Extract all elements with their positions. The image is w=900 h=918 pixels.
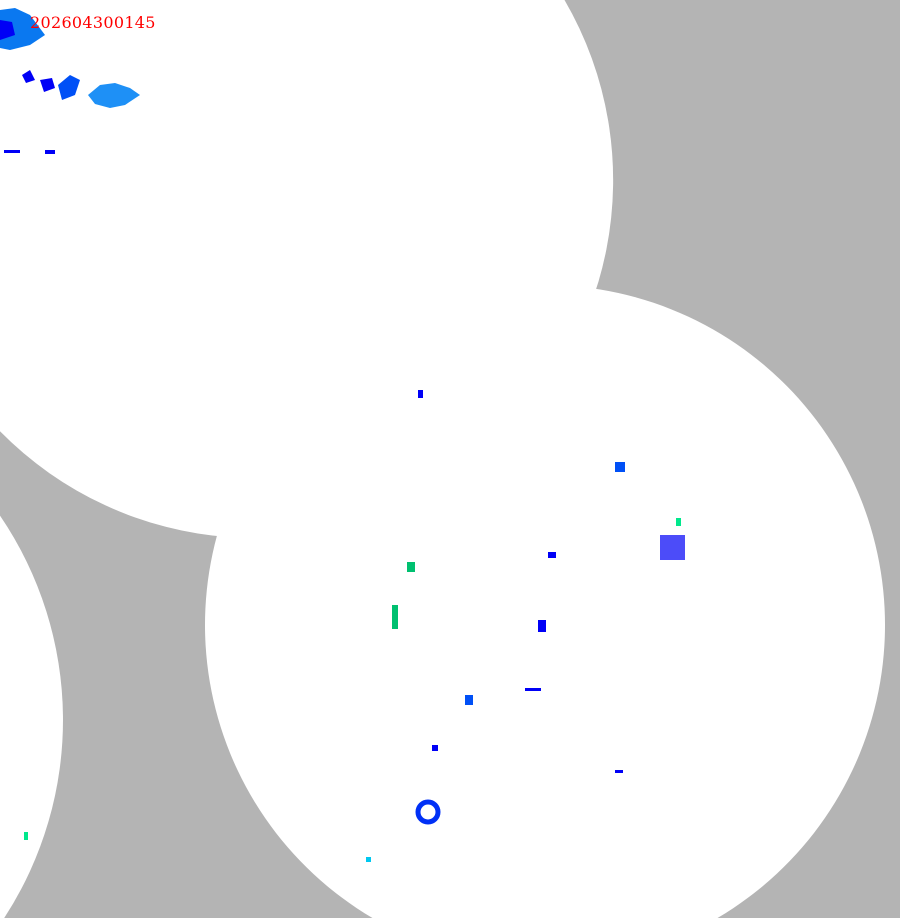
echo-cell	[366, 857, 371, 862]
echo-cluster-north	[40, 78, 55, 92]
precipitation-echoes	[0, 8, 685, 862]
radar-site-ring	[415, 799, 441, 825]
echo-cell	[45, 150, 55, 154]
echo-cluster-north	[58, 75, 80, 100]
echo-cluster-northwest	[0, 8, 45, 50]
radar-coverage-southeast	[205, 285, 885, 918]
timestamp-label: 202604300145	[30, 13, 156, 32]
echo-cell	[392, 605, 398, 629]
echo-cell	[538, 620, 546, 632]
echo-cell	[525, 688, 541, 691]
echo-cluster-north	[88, 83, 140, 108]
echo-cell	[465, 695, 473, 705]
echo-cell	[432, 745, 438, 751]
echo-cell	[615, 770, 623, 773]
echo-cell	[24, 832, 28, 840]
echo-cluster-northwest	[0, 20, 15, 40]
echo-cell	[4, 150, 20, 153]
echo-cell	[548, 552, 556, 558]
echo-cell	[615, 462, 625, 472]
echo-cell	[407, 562, 415, 572]
echo-cell	[660, 535, 685, 560]
echo-cell	[676, 518, 681, 526]
radar-coverage-southwest	[0, 515, 63, 918]
echo-cell	[418, 390, 423, 398]
echo-cluster-north	[22, 70, 35, 83]
